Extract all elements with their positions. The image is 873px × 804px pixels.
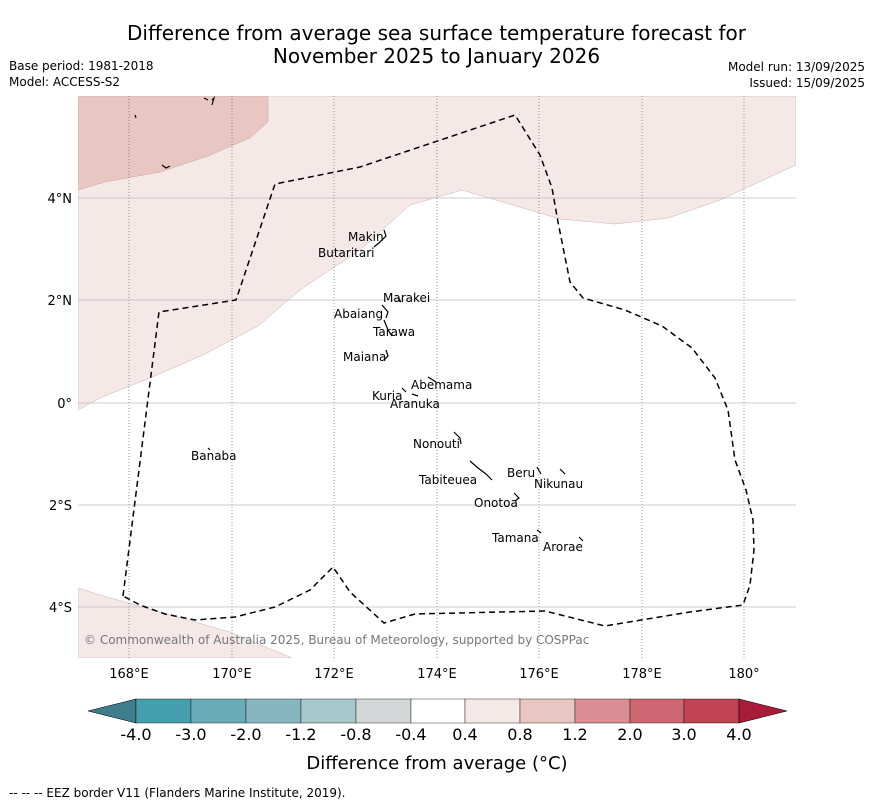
colorbar-segment <box>519 698 576 724</box>
map-area: Makin Butaritari Marakei Abaiang Tarawa … <box>78 96 796 658</box>
islands <box>134 96 584 542</box>
colorbar-segment <box>629 698 685 724</box>
place-label: Beru <box>507 466 535 480</box>
place-label: Onotoa <box>474 496 518 510</box>
colorbar-segment <box>245 698 302 724</box>
lat-tick-label: 2°S <box>49 499 72 514</box>
colorbar-segment <box>574 698 631 724</box>
lat-tick-label: 0° <box>57 397 72 412</box>
colorbar-tick-label: -4.0 <box>120 725 151 744</box>
lon-tick-label: 170°E <box>212 667 252 682</box>
place-label: Abaiang <box>334 307 383 321</box>
eez-footnote: -- -- -- EEZ border V11 (Flanders Marine… <box>9 786 346 800</box>
place-label: Maiana <box>343 350 386 364</box>
lon-tick-label: 172°E <box>314 667 354 682</box>
title-line-2: November 2025 to January 2026 <box>272 44 601 68</box>
colorbar-segment <box>190 698 247 724</box>
title-line-1: Difference from average sea surface temp… <box>126 21 746 45</box>
place-label: Abemama <box>411 378 472 392</box>
model-run: Model run: 13/09/2025 <box>727 60 865 74</box>
place-label: Tarawa <box>372 325 415 339</box>
place-label: Arorae <box>543 540 583 554</box>
place-label: Nikunau <box>534 477 583 491</box>
colorbar-tick-label: 1.2 <box>562 725 587 744</box>
colorbar-tick-label: -2.0 <box>230 725 261 744</box>
colorbar-arrow-high <box>738 698 788 724</box>
chart-title: Difference from average sea surface temp… <box>0 22 873 68</box>
colorbar-segment <box>135 698 192 724</box>
anomaly-region-0.4-0.8 <box>78 96 796 411</box>
colorbar-tick-label: -1.2 <box>285 725 316 744</box>
anomaly-region-bottom-left <box>78 587 293 658</box>
model-name: Model: ACCESS-S2 <box>9 75 121 89</box>
place-label: Marakei <box>383 291 430 305</box>
colorbar-segment <box>683 698 740 724</box>
lat-tick-label: 4°S <box>49 601 72 616</box>
colorbar: -4.0 -3.0 -2.0 -1.2 -0.8 -0.4 0.4 0.8 1.… <box>87 698 788 774</box>
colorbar-segment <box>464 698 521 724</box>
lat-tick-label: 2°N <box>48 294 73 309</box>
place-label: Nonouti <box>413 437 460 451</box>
anomaly-region-0.8-1.2 <box>78 96 269 191</box>
place-label: Aranuka <box>390 397 440 411</box>
lon-tick-label: 178°E <box>622 667 662 682</box>
colorbar-segment <box>410 698 466 724</box>
colorbar-arrow-low <box>87 698 137 724</box>
colorbar-tick-label: 2.0 <box>617 725 642 744</box>
map-figure: Makin Butaritari Marakei Abaiang Tarawa … <box>48 96 796 774</box>
lon-tick-label: 176°E <box>519 667 559 682</box>
lat-tick-label: 4°N <box>48 192 73 207</box>
lon-tick-label: 174°E <box>417 667 457 682</box>
place-labels: Makin Butaritari Marakei Abaiang Tarawa … <box>191 230 583 554</box>
colorbar-tick-label: -0.4 <box>395 725 426 744</box>
place-label: Makin <box>348 230 384 244</box>
place-label: Tabiteuea <box>418 473 477 487</box>
colorbar-segment <box>355 698 412 724</box>
issued-date: Issued: 15/09/2025 <box>749 76 865 90</box>
colorbar-segment <box>300 698 357 724</box>
latitude-labels: 4°N 2°N 0° 2°S 4°S <box>48 192 73 616</box>
place-label: Banaba <box>191 449 237 463</box>
lon-tick-label: 180° <box>728 667 759 682</box>
place-label: Tamana <box>491 531 539 545</box>
colorbar-tick-label: 0.8 <box>507 725 532 744</box>
colorbar-tick-label: 0.4 <box>452 725 477 744</box>
copyright-notice: © Commonwealth of Australia 2025, Bureau… <box>84 633 589 647</box>
lon-tick-label: 168°E <box>109 667 149 682</box>
longitude-labels: 168°E 170°E 172°E 174°E 176°E 178°E 180° <box>109 667 759 682</box>
colorbar-tick-label: 3.0 <box>671 725 696 744</box>
place-label: Butaritari <box>318 246 375 260</box>
base-period: Base period: 1981-2018 <box>9 59 154 73</box>
meta-right: Model run: 13/09/2025 Issued: 15/09/2025 <box>728 59 865 91</box>
colorbar-tick-label: -0.8 <box>340 725 371 744</box>
colorbar-title: Difference from average (°C) <box>306 753 567 774</box>
graticule <box>78 96 796 658</box>
place-label: Kuria <box>372 389 403 403</box>
colorbar-tick-label: -3.0 <box>175 725 206 744</box>
meta-left: Base period: 1981-2018 Model: ACCESS-S2 <box>9 58 154 90</box>
colorbar-tick-label: 4.0 <box>726 725 751 744</box>
